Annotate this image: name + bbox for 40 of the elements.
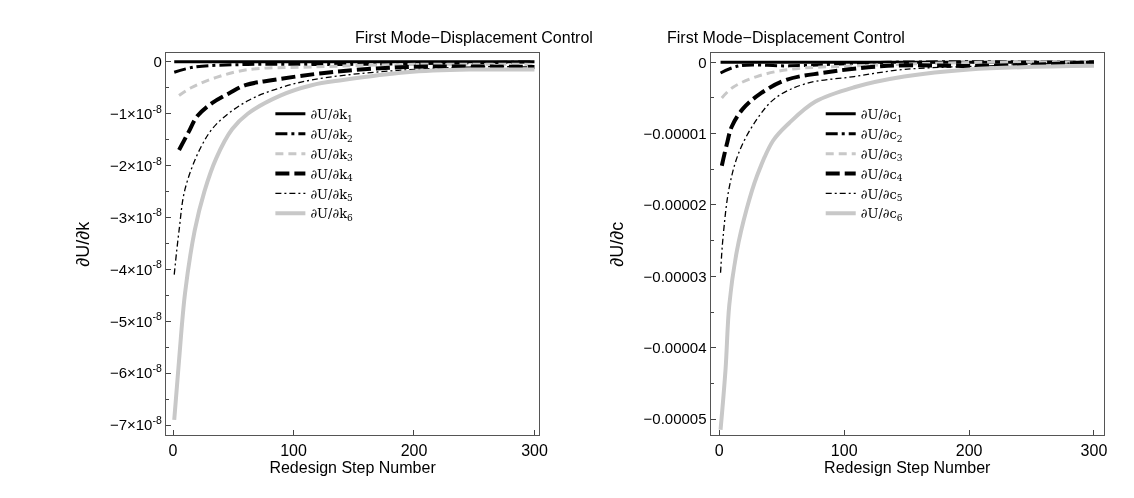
legend-label: ∂U/∂k$_{2}$ — [310, 126, 353, 144]
legend-label: ∂U/∂k$_{6}$ — [310, 206, 354, 224]
legend-label: ∂U/∂c$_{5}$ — [860, 186, 903, 204]
x-tick-label: 0 — [168, 441, 178, 459]
x-tick-label: 200 — [400, 441, 428, 459]
y-tick-label: −0.00004 — [643, 338, 707, 356]
y-axis-title: ∂U/∂c — [606, 221, 627, 267]
x-tick-label: 100 — [830, 441, 858, 459]
legend-label: ∂U/∂c$_{2}$ — [860, 126, 903, 144]
y-tick-label: −4×10$^{-8}$ — [109, 258, 162, 278]
legend-label: ∂U/∂k$_{4}$ — [310, 166, 354, 184]
legend-label: ∂U/∂k$_{5}$ — [310, 186, 354, 204]
x-tick-label: 200 — [955, 441, 983, 459]
legend-label: ∂U/∂c$_{1}$ — [860, 106, 903, 124]
legend-label: ∂U/∂c$_{4}$ — [860, 166, 903, 184]
legend-label: ∂U/∂k$_{3}$ — [310, 146, 354, 164]
x-tick-label: 300 — [521, 441, 548, 459]
chart-title: First Mode−Displacement Control — [667, 29, 905, 46]
y-tick-label: 0 — [698, 53, 707, 71]
x-axis-title: Redesign Step Number — [269, 459, 437, 477]
y-tick-label: −5×10$^{-8}$ — [109, 310, 162, 330]
y-tick-label: −0.00002 — [643, 196, 707, 214]
y-tick-label: −3×10$^{-8}$ — [109, 206, 162, 226]
y-tick-label: −7×10$^{-8}$ — [109, 413, 162, 434]
y-tick-label: −1×10$^{-8}$ — [109, 102, 162, 122]
chart-title: First Mode−Displacement Control — [355, 29, 593, 46]
y-tick-label: −0.00001 — [643, 124, 707, 142]
y-axis-title: ∂U/∂k — [73, 220, 94, 267]
legend-label: ∂U/∂c$_{6}$ — [860, 206, 903, 224]
x-tick-label: 300 — [1080, 441, 1108, 459]
y-tick-label: −2×10$^{-8}$ — [109, 154, 162, 174]
x-tick-label: 100 — [280, 441, 307, 459]
y-tick-label: −6×10$^{-8}$ — [109, 362, 162, 382]
x-tick-label: 0 — [714, 441, 724, 459]
y-tick-label: −0.00003 — [643, 267, 707, 285]
y-tick-label: 0 — [153, 53, 162, 71]
legend-label: ∂U/∂c$_{3}$ — [860, 146, 903, 164]
legend-label: ∂U/∂k$_{1}$ — [310, 106, 353, 124]
x-axis-title: Redesign Step Number — [824, 459, 992, 477]
y-tick-label: −0.00005 — [643, 410, 707, 428]
